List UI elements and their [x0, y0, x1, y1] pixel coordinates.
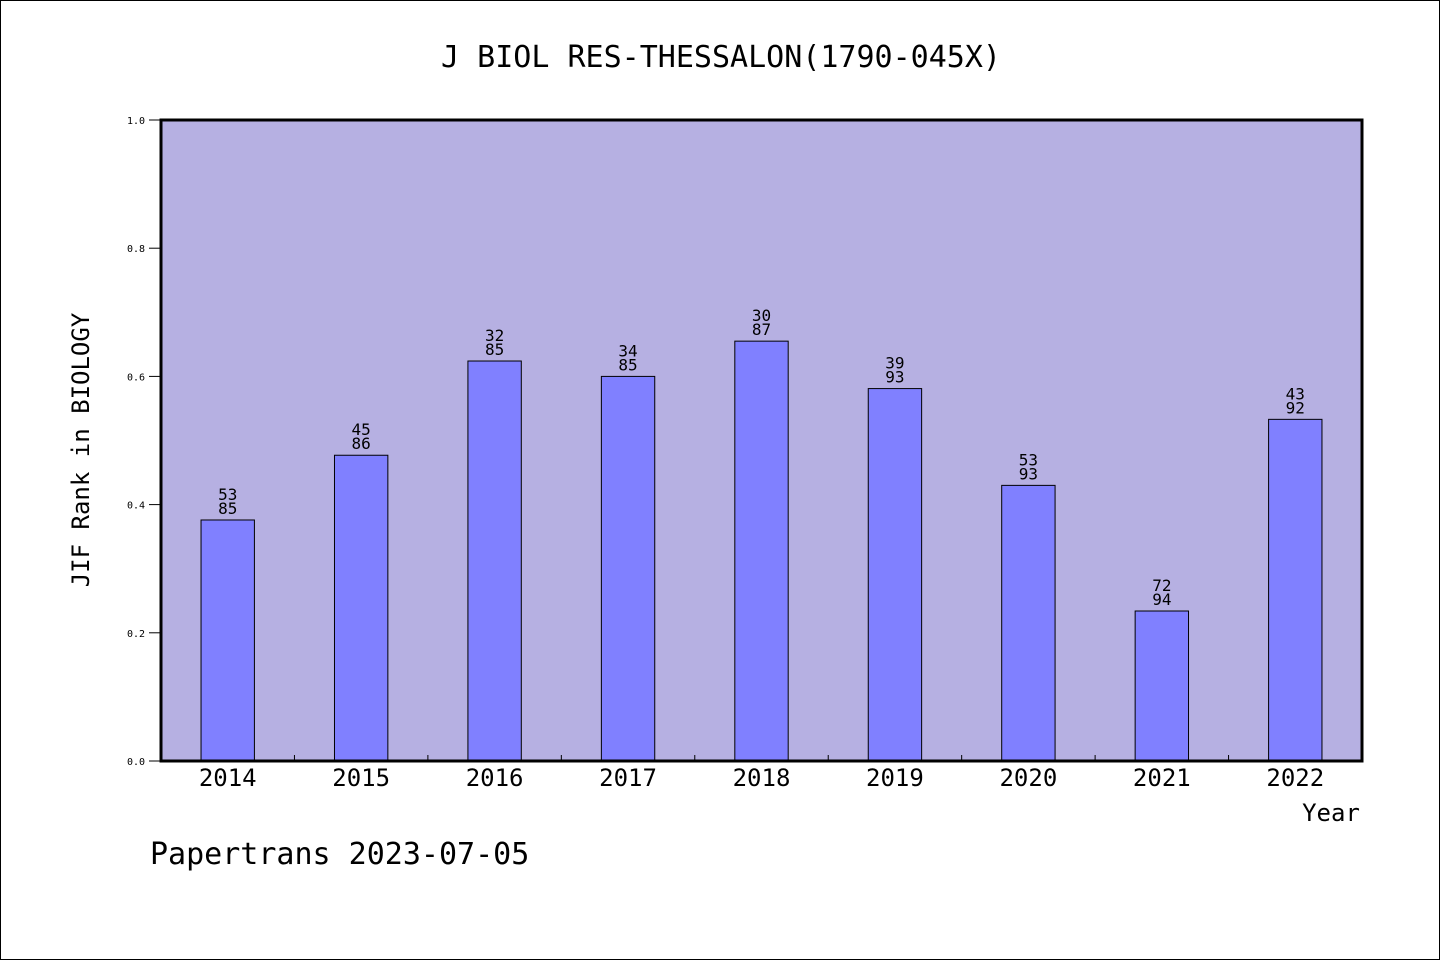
bar-label-bottom: 85 [218, 499, 237, 518]
x-tick-label: 2014 [199, 764, 257, 792]
y-axis: 0.0 0.2 0.4 0.6 0.8 1.0 [127, 116, 161, 768]
bar [333, 454, 389, 762]
bar-label-top: 45 [352, 420, 371, 439]
bar-label-top: 30 [752, 306, 771, 325]
bar [1001, 484, 1056, 762]
chart-title: J BIOL RES-THESSALON(1790-045X) [441, 40, 1001, 75]
bar [600, 375, 656, 762]
x-tick-label: 2019 [866, 764, 924, 792]
bar [734, 340, 789, 762]
bar-label-bottom: 93 [1019, 464, 1038, 483]
y-axis-label: JIF Rank in BIOLOGY [67, 312, 95, 587]
bar-label-top: 43 [1286, 384, 1305, 403]
x-tick-label: 2022 [1266, 764, 1324, 792]
x-tick-label: 2015 [332, 764, 390, 792]
bar [467, 360, 522, 762]
footer-text: Papertrans 2023-07-05 [150, 837, 529, 872]
x-tick-label: 2017 [599, 764, 657, 792]
bar [867, 388, 923, 762]
bar-label-bottom: 86 [352, 434, 371, 453]
bar-label-top: 32 [485, 326, 504, 345]
bar-label-top: 34 [618, 341, 637, 360]
y-tick-label: 0.2 [127, 629, 145, 640]
bar-label-bottom: 85 [485, 340, 504, 359]
bar-label-top: 53 [1019, 450, 1038, 469]
bar-label-bottom: 87 [752, 320, 771, 339]
bar [200, 519, 255, 762]
y-tick-label: 0.0 [127, 757, 145, 768]
bar-label-bottom: 93 [885, 368, 904, 387]
y-tick-label: 0.4 [127, 501, 145, 512]
bar-label-top: 39 [885, 354, 904, 373]
x-tick-label: 2020 [999, 764, 1057, 792]
y-tick-label: 1.0 [127, 116, 145, 127]
bar [1268, 418, 1323, 762]
x-tick-label: 2018 [733, 764, 791, 792]
x-axis: 2014 2015 2016 2017 2018 2019 2020 2021 2022 [199, 755, 1324, 792]
bar-label-bottom: 92 [1286, 398, 1305, 417]
bar-label-top: 72 [1152, 576, 1171, 595]
y-tick-label: 0.6 [127, 372, 145, 383]
bar-label-bottom: 85 [618, 355, 637, 374]
bar [1134, 610, 1190, 762]
y-tick-label: 0.8 [127, 244, 145, 255]
plot-border [159, 118, 1364, 763]
x-axis-label: Year [1302, 799, 1360, 827]
x-tick-label: 2016 [466, 764, 524, 792]
bar-label-bottom: 94 [1152, 590, 1171, 609]
x-tick-label: 2021 [1133, 764, 1191, 792]
bar-label-top: 53 [218, 485, 237, 504]
